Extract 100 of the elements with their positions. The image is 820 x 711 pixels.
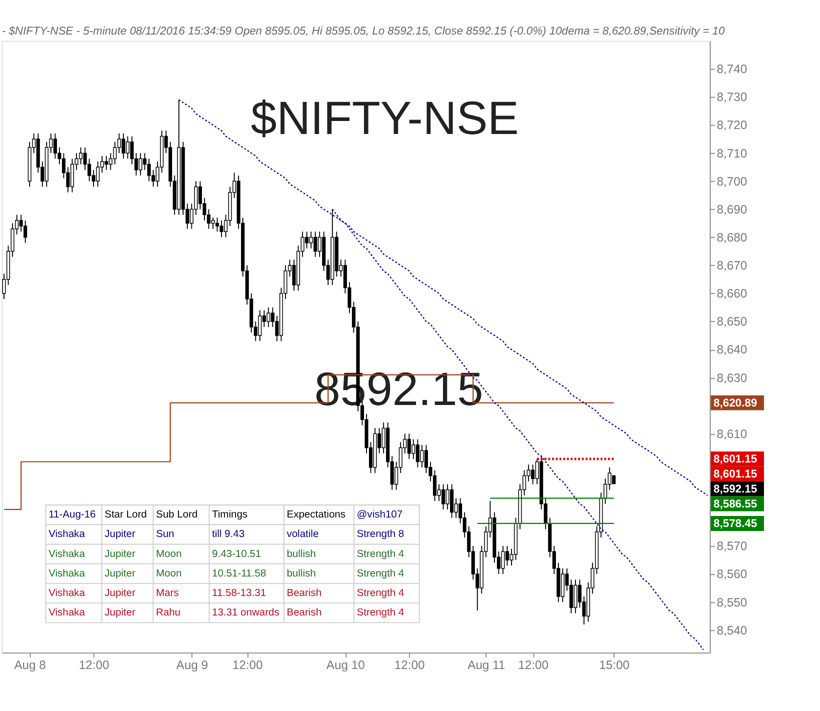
chart-title: - $NIFTY-NSE - 5-minute 08/11/2016 15:34:59 Open 8595.05, Hi 8595.05, Lo 8592.15, Close 8592.15 (-0.0%) 10dema = 8,620.89,Sensitivity = 10 (2, 25, 726, 38)
y-tick-label: 8,640 (716, 342, 748, 357)
y-tick-label: 8,650 (716, 314, 748, 329)
candlestick (501, 545, 505, 574)
candlestick (441, 484, 446, 510)
annotation: Moon (156, 548, 182, 560)
candlestick (560, 568, 564, 603)
annotation: Bearish (286, 588, 322, 600)
y-tick-label: 8,720 (716, 118, 748, 132)
candlestick (122, 132, 126, 160)
annotation: Sun (156, 529, 175, 540)
annotation: Vishaka (48, 568, 86, 580)
y-tick-label: 8,540 (716, 623, 748, 638)
annotation: Mars (156, 588, 179, 600)
candlestick (424, 444, 428, 474)
annotation: Moon (156, 568, 182, 580)
x-tick-label: Aug 9 (176, 658, 208, 672)
candlestick (258, 310, 262, 342)
x-tick-label: Aug 11 (468, 658, 506, 672)
annotation: Jupiter (104, 529, 136, 540)
annotation: Rahu (156, 608, 181, 619)
annotation: Strength 8 (356, 529, 404, 540)
candlestick (53, 132, 57, 160)
annotation: till 9.43 (212, 529, 245, 540)
candlestick (113, 141, 117, 165)
annotation: Jupiter (104, 608, 136, 619)
annotation: Vishaka (48, 548, 86, 560)
annotation: Jupiter (104, 588, 136, 600)
text: 8,601.15 (714, 454, 758, 466)
y-tick-label: 8,710 (716, 146, 748, 160)
y-tick-label: 8,690 (716, 202, 748, 216)
annotation: 11-Aug-16 (48, 510, 96, 521)
annotation: Sub Lord (156, 510, 198, 521)
candlestick (309, 231, 313, 249)
candlestick (220, 220, 224, 238)
y-tick-label: 8,570 (716, 539, 748, 554)
annotation: 11.58-13.31 (212, 588, 266, 600)
annotation: bullish (286, 548, 316, 560)
annotation: 9.43-10.51 (212, 548, 262, 560)
x-tick-label: Aug 8 (14, 658, 46, 672)
candlestick (78, 146, 83, 165)
candlestick (574, 579, 578, 614)
annotation: Jupiter (104, 568, 136, 580)
annotation: Timings (212, 510, 248, 521)
annotation: Vishaka (48, 529, 86, 540)
text: 8,620.89 (714, 398, 758, 410)
candlestick (126, 136, 130, 160)
candlestick (432, 470, 437, 502)
candlestick (420, 444, 424, 468)
annotation: $NIFTY-NSE (250, 92, 519, 144)
candlestick (96, 161, 100, 188)
y-tick-label: 8,730 (716, 90, 748, 104)
annotation: volatile (286, 529, 319, 540)
candlestick (416, 438, 420, 468)
candlestick (211, 217, 215, 230)
candlestick (24, 220, 28, 244)
x-tick-label: Aug 10 (326, 658, 366, 672)
text: 8,578.45 (714, 518, 758, 530)
annotation: Strength 4 (356, 548, 404, 560)
y-tick-label: 8,660 (716, 286, 748, 301)
y-tick-label: 8,740 (716, 62, 748, 76)
x-tick-label: 12:00 (78, 658, 110, 672)
y-tick-label: 8,630 (716, 370, 748, 385)
text: 8,592.15 (714, 484, 758, 496)
annotation: Bearish (286, 608, 322, 619)
candlestick (104, 155, 108, 170)
y-tick-label: 8,700 (716, 174, 748, 188)
y-tick-label: 8,670 (716, 258, 748, 273)
annotation: Vishaka (48, 588, 86, 600)
x-tick-label: 12:00 (518, 658, 549, 672)
annotation: Expectations (286, 510, 346, 521)
text: 8,586.55 (714, 498, 758, 511)
annotation: 10.51-11.58 (212, 568, 266, 580)
candlestick (70, 158, 74, 193)
annotation: Strength 4 (356, 568, 404, 580)
candlestick (531, 464, 535, 485)
y-tick-label: 8,680 (716, 230, 748, 244)
x-tick-label: 12:00 (394, 658, 426, 672)
candlestick (266, 306, 270, 328)
x-tick-label: 15:00 (599, 658, 630, 672)
candlestick (314, 231, 318, 258)
text: 8,601.15 (714, 468, 758, 481)
y-tick-label: 8,550 (716, 595, 748, 610)
annotation: Strength 4 (356, 588, 404, 600)
candlestick (446, 484, 450, 510)
annotation: @vish107 (356, 510, 403, 521)
candlestick (147, 158, 151, 182)
annotation: bullish (286, 568, 316, 580)
annotation: Star Lord (104, 510, 148, 521)
candlestick (215, 217, 220, 232)
annotation: Strength 4 (356, 608, 404, 619)
candlestick (138, 152, 142, 176)
candlestick (412, 438, 416, 460)
annotation: Vishaka (48, 608, 86, 619)
annotation: Jupiter (104, 548, 136, 560)
y-tick-label: 8,560 (716, 567, 748, 582)
annotation: 13.31 onwards (212, 608, 280, 619)
y-tick-label: 8,610 (716, 426, 748, 441)
candlestick (407, 433, 411, 460)
x-tick-label: 12:00 (232, 658, 263, 672)
